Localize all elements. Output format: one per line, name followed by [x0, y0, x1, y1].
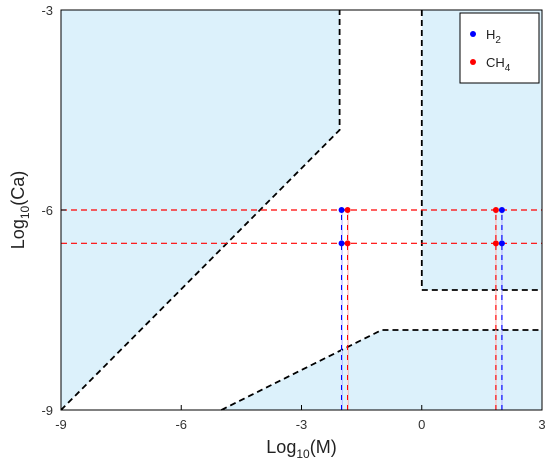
x-tick-label-5: 3	[538, 417, 545, 432]
legend-marker-h2	[470, 31, 476, 37]
shaded-region-1	[61, 10, 340, 410]
x-tick-label-1: -9	[55, 417, 67, 432]
legend-marker-ch4	[470, 59, 476, 65]
point-h2-2	[338, 240, 345, 247]
x-axis-ticks: -9 -6 -3 0 3	[55, 405, 546, 432]
reference-lines	[61, 209, 542, 244]
x-tick-label-2: -6	[175, 417, 187, 432]
point-ch4-4	[492, 240, 499, 247]
y-axis-ticks: -9 -6 -3	[41, 3, 66, 418]
point-h2-4	[498, 240, 505, 247]
y-tick-label-1: -9	[41, 403, 53, 418]
x-axis-title: Log10(M)	[266, 437, 336, 461]
shaded-region-3	[221, 330, 543, 410]
y-tick-label-3: -3	[41, 3, 53, 18]
x-tick-label-4: 0	[418, 417, 425, 432]
legend-box	[459, 12, 540, 84]
point-ch4-3	[492, 207, 499, 213]
boundary-line-1	[60, 10, 341, 411]
point-h2-1	[338, 207, 345, 213]
legend-label-ch4: CH4	[486, 55, 511, 74]
point-h2-3	[498, 207, 505, 213]
legend-label-h2: H2	[486, 27, 501, 46]
x-tick-label-3: -3	[296, 417, 308, 432]
data-points	[338, 207, 505, 247]
y-tick-label-2: -6	[41, 203, 53, 218]
point-ch4-1	[344, 207, 351, 213]
legend: H2 CH4	[459, 12, 540, 84]
point-ch4-2	[344, 240, 351, 247]
y-axis-title: Log10(Ca)	[8, 171, 32, 249]
